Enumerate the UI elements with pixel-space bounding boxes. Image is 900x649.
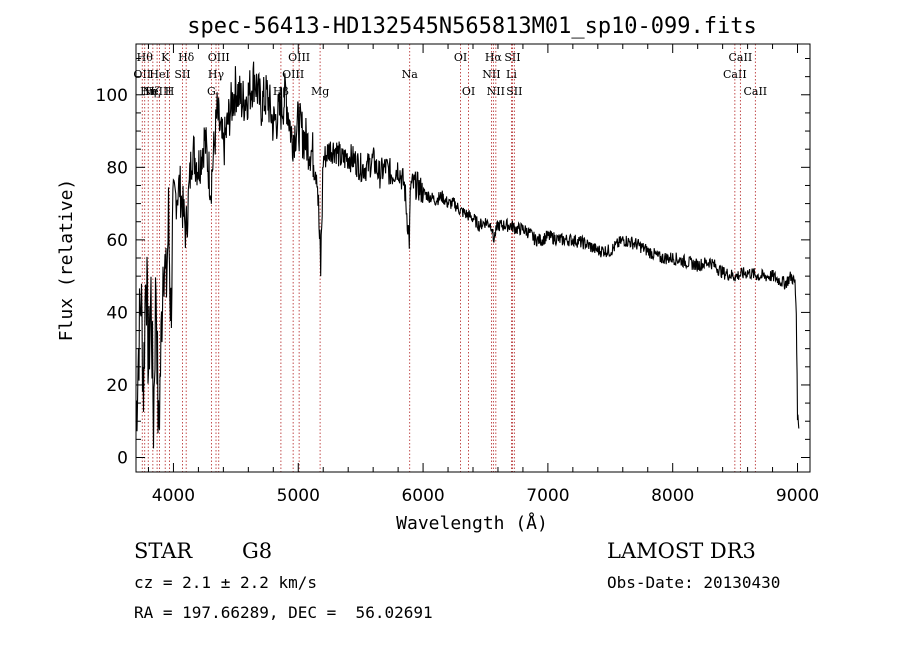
line-label: Li xyxy=(506,68,517,81)
line-label: OII xyxy=(133,68,151,81)
line-label: CaII xyxy=(729,51,753,64)
object-class: STAR xyxy=(134,539,193,563)
y-tick-label: 20 xyxy=(106,376,128,396)
spectrum-line xyxy=(135,61,800,449)
survey-name: LAMOST DR3 xyxy=(607,539,756,563)
x-tick-label: 7000 xyxy=(526,486,569,506)
observation-date: Obs-Date: 20130430 xyxy=(607,573,781,592)
plot-frame xyxy=(135,43,811,473)
line-label: CaII xyxy=(743,85,767,98)
chart-title: spec-56413-HD132545N565813M01_sp10-099.f… xyxy=(187,14,757,39)
x-tick-label: 9000 xyxy=(776,486,819,506)
line-label: OIII xyxy=(282,68,304,81)
line-label: Hγ xyxy=(208,68,225,81)
line-label: Na xyxy=(402,68,419,81)
line-label: SII xyxy=(174,68,190,81)
line-label: OI xyxy=(454,51,467,64)
x-tick-label: 6000 xyxy=(401,486,444,506)
line-label: K xyxy=(161,51,170,64)
line-label: OIII xyxy=(288,51,310,64)
line-label: SII xyxy=(504,51,520,64)
x-tick-label: 5000 xyxy=(277,486,320,506)
y-axis-label: Flux (relative) xyxy=(56,179,77,342)
y-tick-label: 100 xyxy=(96,86,128,106)
line-label: Hα xyxy=(485,51,503,64)
line-label: Hθ xyxy=(137,51,154,64)
axis-layer: 4000 5000 6000 7000 8000 9000 0 20 40 60 80 100 xyxy=(96,44,819,506)
y-tick-label: 60 xyxy=(106,231,128,251)
x-axis-label: Wavelength (Å) xyxy=(396,512,548,534)
line-label: Hζ xyxy=(145,85,161,98)
line-label: H xyxy=(165,85,175,98)
line-label: Mg xyxy=(311,85,329,98)
x-tick-label: 8000 xyxy=(651,486,694,506)
y-tick-label: 80 xyxy=(106,158,128,178)
line-label: SII xyxy=(506,85,522,98)
line-label: OI xyxy=(462,85,475,98)
redshift-velocity: cz = 2.1 ± 2.2 km/s xyxy=(134,573,318,592)
x-tick-label: 4000 xyxy=(152,486,195,506)
line-label: OIII xyxy=(208,51,230,64)
coordinates: RA = 197.66289, DEC = 56.02691 xyxy=(134,603,433,622)
line-label: NII xyxy=(482,68,500,81)
line-label: NII xyxy=(487,85,505,98)
line-label: CaII xyxy=(723,68,747,81)
spectral-subclass: G8 xyxy=(242,539,273,563)
y-tick-label: 0 xyxy=(117,448,128,468)
line-label: Hδ xyxy=(178,51,195,64)
line-label: NeIII xyxy=(143,85,172,98)
line-label: HeI xyxy=(149,68,169,81)
y-tick-label: 40 xyxy=(106,303,128,323)
line-label: G xyxy=(207,85,216,98)
